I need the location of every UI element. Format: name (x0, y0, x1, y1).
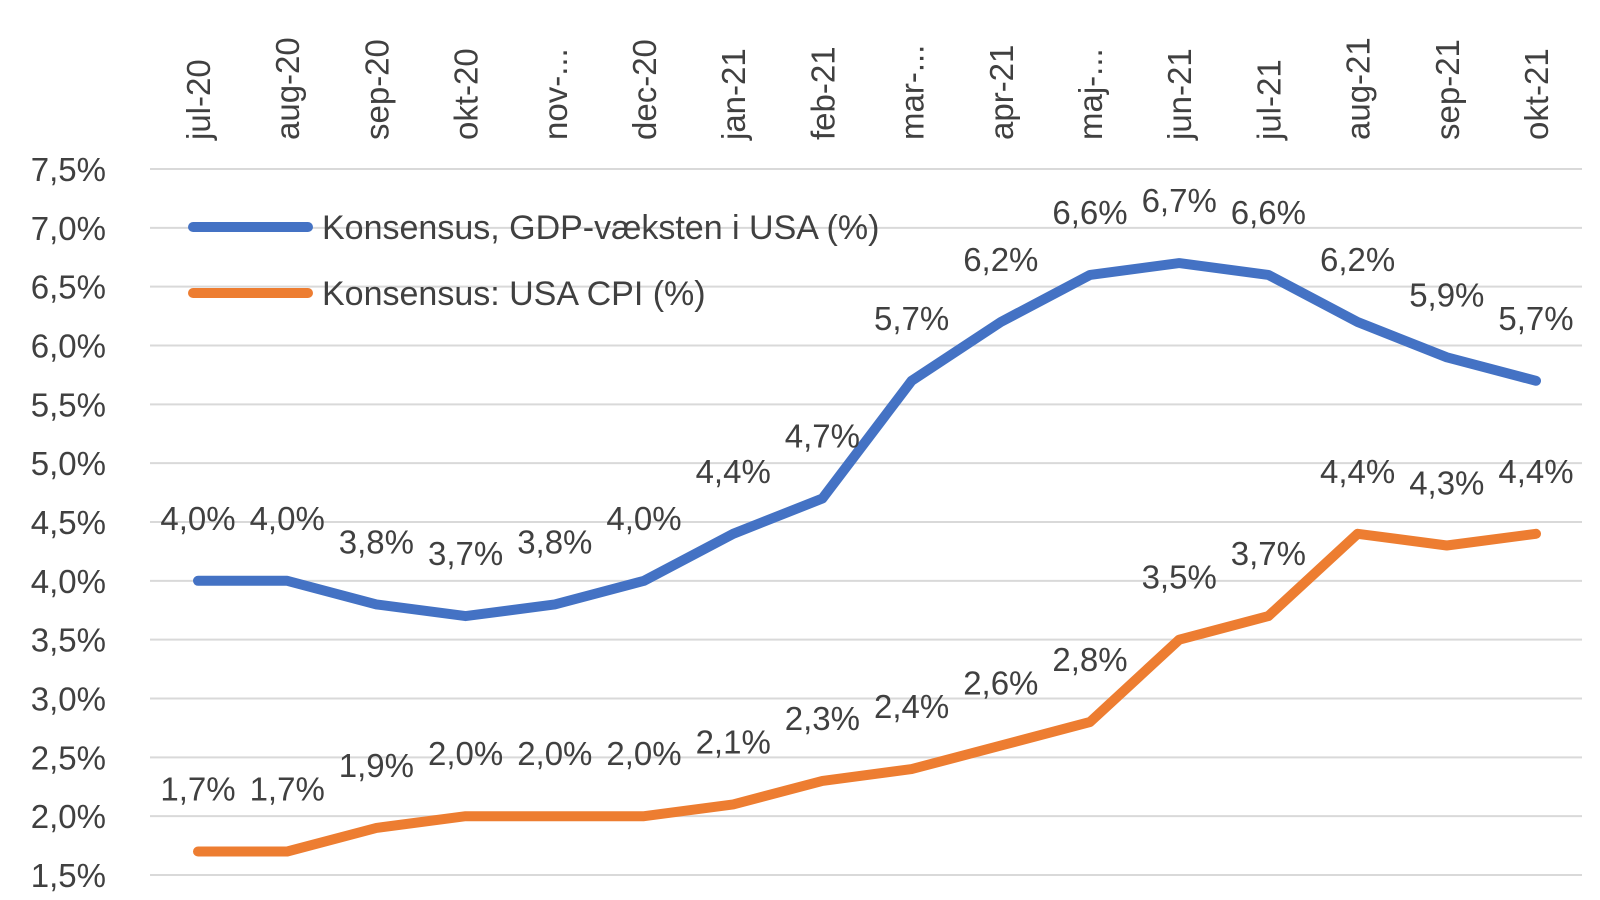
data-label-0: 3,8% (517, 523, 592, 560)
legend-label-cpi: Konsensus: USA CPI (%) (322, 275, 706, 313)
data-label-1: 2,8% (1052, 641, 1127, 678)
x-tick-label: okt-21 (1518, 48, 1555, 140)
data-label-1: 1,7% (250, 770, 325, 807)
series-line-1 (193, 528, 1541, 857)
data-label-0: 4,4% (696, 453, 771, 490)
x-tick-label: sep-20 (358, 39, 395, 140)
data-label-0: 4,0% (606, 500, 681, 537)
y-tick-label: 2,0% (31, 798, 106, 835)
data-label-1: 2,3% (785, 700, 860, 737)
y-tick-label: 3,0% (31, 681, 106, 718)
y-tick-label: 5,5% (31, 386, 106, 423)
y-tick-label: 1,5% (31, 857, 106, 894)
x-tick-label: dec-20 (626, 39, 663, 140)
data-label-1: 4,4% (1498, 453, 1573, 490)
x-tick-label: apr-21 (983, 45, 1020, 140)
data-label-0: 3,7% (428, 535, 503, 572)
y-tick-label: 7,5% (31, 151, 106, 188)
x-tick-label: jan-21 (715, 48, 752, 141)
x-tick-label: jul-21 (1250, 59, 1287, 141)
data-label-1: 2,0% (517, 735, 592, 772)
data-label-0: 6,6% (1231, 194, 1306, 231)
y-axis-ticks: 1,5% 2,0% 2,5% 3,0% 3,5% 4,0% 4,5% 5,0% 5,5% 6,0%… (31, 151, 106, 894)
gridlines (150, 168, 1582, 876)
data-label-1: 2,0% (606, 735, 681, 772)
data-label-1: 1,9% (339, 747, 414, 784)
y-tick-label: 6,0% (31, 328, 106, 365)
series-line-0 (193, 258, 1541, 622)
y-tick-label: 3,5% (31, 622, 106, 659)
x-axis-ticks: jul-20 aug-20 sep-20 okt-20 nov-... dec-20 jan… (180, 37, 1555, 141)
x-tick-label: okt-20 (448, 48, 485, 140)
x-tick-label: nov-... (537, 48, 574, 140)
x-tick-label: feb-21 (804, 46, 841, 140)
x-tick-label: jul-20 (180, 59, 217, 141)
data-label-1: 2,4% (874, 688, 949, 725)
x-tick-label: mar-... (894, 45, 931, 140)
data-label-1: 2,0% (428, 735, 503, 772)
y-tick-label: 7,0% (31, 210, 106, 247)
data-label-0: 3,8% (339, 523, 414, 560)
legend-label-gdp: Konsensus, GDP-væksten i USA (%) (322, 209, 879, 247)
data-labels: 4,0% 4,0% 3,8% 3,7% 3,8% 4,0% 4,4% 4,7% 5,7% 6,2%… (160, 182, 1573, 807)
data-label-0: 6,7% (1142, 182, 1217, 219)
data-label-1: 4,4% (1320, 453, 1395, 490)
x-tick-label: aug-21 (1340, 37, 1377, 140)
x-tick-label: aug-20 (269, 37, 306, 140)
y-tick-label: 4,0% (31, 563, 106, 600)
data-label-0: 5,9% (1409, 276, 1484, 313)
data-label-1: 2,6% (963, 665, 1038, 702)
y-tick-label: 4,5% (31, 504, 106, 541)
data-label-1: 3,5% (1142, 559, 1217, 596)
data-label-0: 5,7% (1498, 300, 1573, 337)
x-tick-label: sep-21 (1429, 39, 1466, 140)
data-label-1: 2,1% (696, 723, 771, 760)
data-label-0: 6,2% (963, 241, 1038, 278)
data-label-1: 4,3% (1409, 465, 1484, 502)
data-label-0: 4,0% (250, 500, 325, 537)
y-tick-label: 2,5% (31, 739, 106, 776)
data-label-0: 4,0% (160, 500, 235, 537)
y-tick-label: 6,5% (31, 269, 106, 306)
legend: Konsensus, GDP-væksten i USA (%) Konsens… (188, 209, 879, 313)
data-label-0: 4,7% (785, 417, 860, 454)
data-label-0: 6,2% (1320, 241, 1395, 278)
data-label-1: 3,7% (1231, 535, 1306, 572)
series-lines (193, 258, 1541, 857)
data-label-0: 5,7% (874, 300, 949, 337)
x-tick-label: jun-21 (1161, 48, 1198, 141)
y-tick-label: 5,0% (31, 445, 106, 482)
data-label-1: 1,7% (160, 770, 235, 807)
x-tick-label: maj-... (1072, 48, 1109, 140)
data-label-0: 6,6% (1052, 194, 1127, 231)
